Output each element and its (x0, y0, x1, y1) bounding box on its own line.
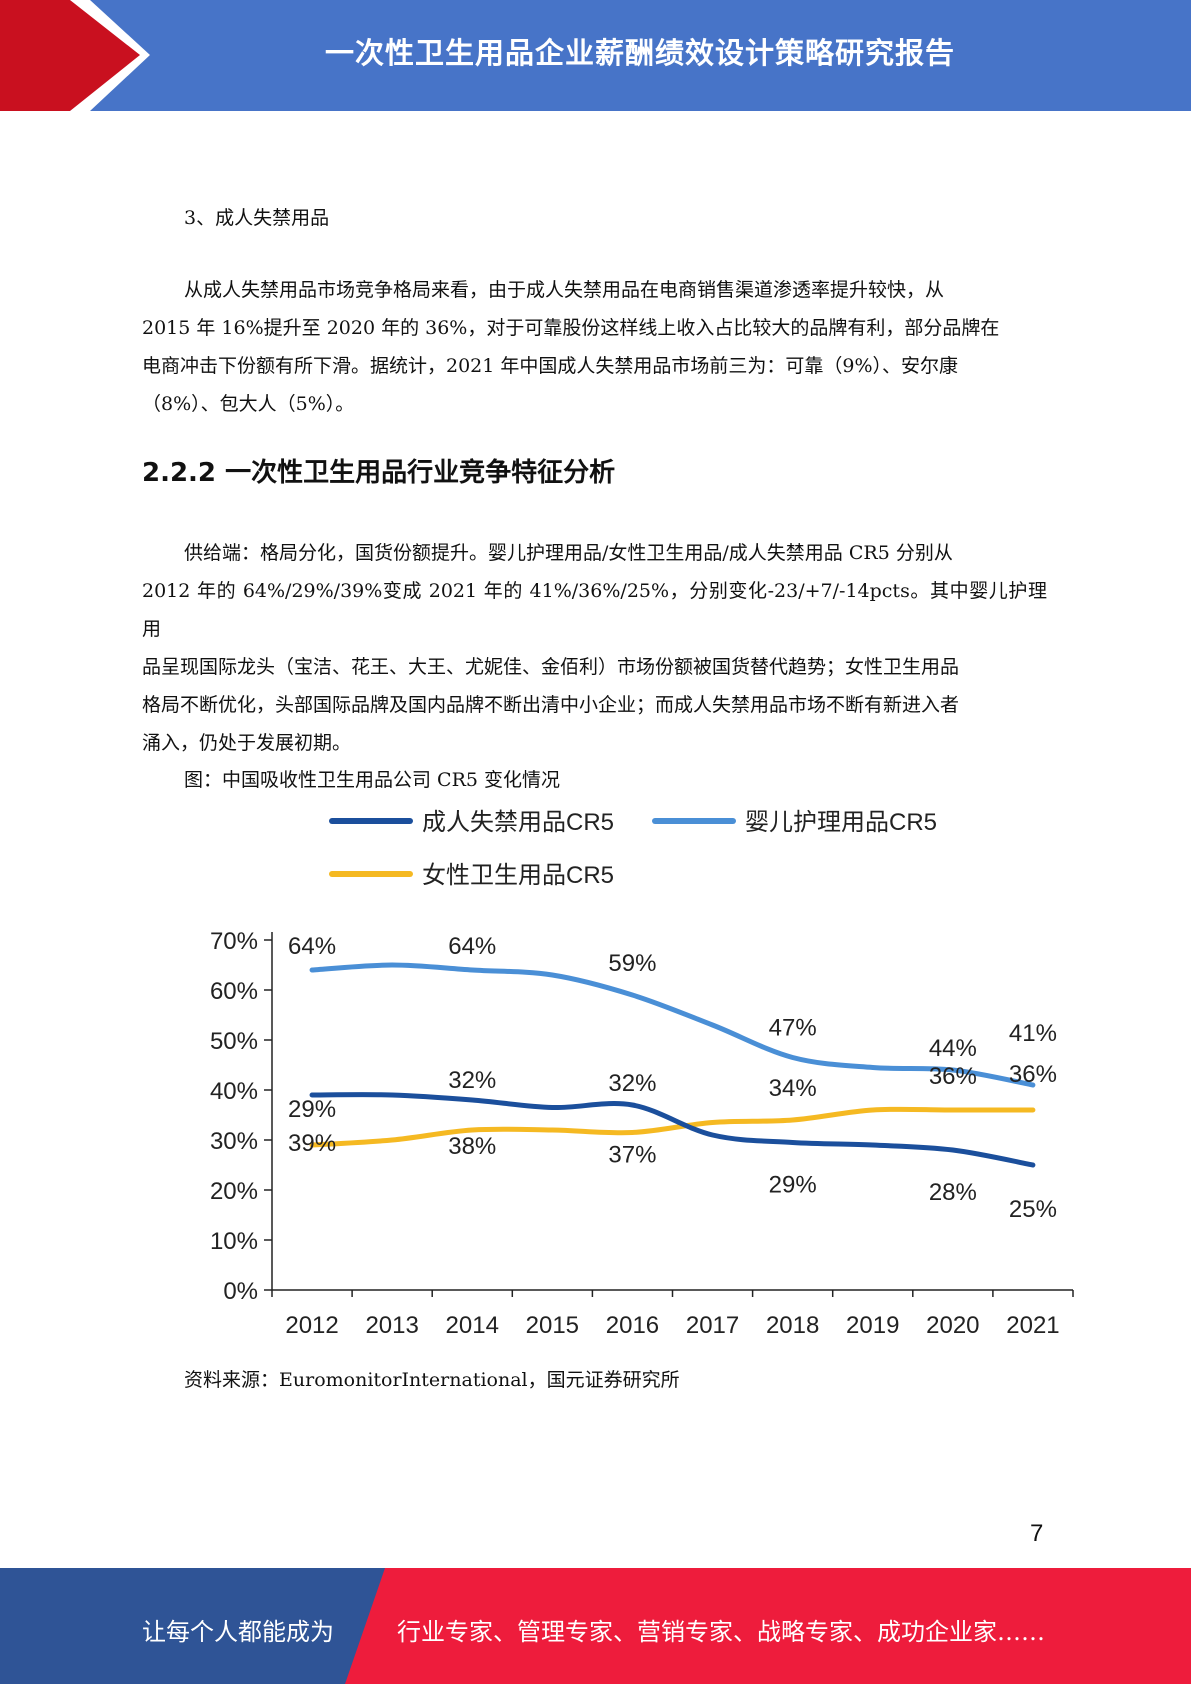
data-label: 64% (288, 933, 336, 960)
data-label: 64% (448, 933, 496, 960)
x-tick-label: 2014 (446, 1312, 499, 1339)
x-tick-label: 2019 (846, 1312, 899, 1339)
data-label: 29% (288, 1096, 336, 1123)
x-tick-label: 2018 (766, 1312, 819, 1339)
data-label: 32% (448, 1067, 496, 1094)
x-tick-label: 2012 (285, 1312, 338, 1339)
series-line (309, 962, 1036, 1088)
paragraph-1-line: 电商冲击下份额有所下滑。据统计，2021 年中国成人失禁用品市场前三为：可靠（9… (142, 355, 959, 377)
y-tick-label: 50% (210, 1028, 258, 1055)
x-tick-label: 2017 (686, 1312, 739, 1339)
figure-title: 图：中国吸收性卫生用品公司 CR5 变化情况 (184, 769, 561, 791)
header-title: 一次性卫生用品企业薪酬绩效设计策略研究报告 (324, 36, 955, 70)
paragraph-1-line: 2015 年 16%提升至 2020 年的 36%，对于可靠股份这样线上收入占比… (142, 317, 1000, 339)
data-label: 34% (769, 1075, 817, 1102)
data-label: 37% (608, 1142, 656, 1169)
paragraph-1-line: 从成人失禁用品市场竞争格局来看，由于成人失禁用品在电商销售渠道渗透率提升较快，从 (184, 279, 945, 301)
y-tick-label: 40% (210, 1078, 258, 1105)
y-tick-label: 10% (210, 1228, 258, 1255)
series-line (309, 1106, 1036, 1148)
data-label: 41% (1009, 1020, 1057, 1047)
data-label: 36% (1009, 1061, 1057, 1088)
paragraph-2-line: 供给端：格局分化，国货份额提升。婴儿护理用品/女性卫生用品/成人失禁用品 CR5… (184, 542, 953, 564)
header-arrow-shape (0, 0, 150, 111)
x-tick-label: 2013 (365, 1312, 418, 1339)
x-tick-label: 2020 (926, 1312, 979, 1339)
legend-label: 成人失禁用品CR5 (422, 809, 614, 836)
section-subheading: 3、成人失禁用品 (184, 207, 330, 229)
section-heading: 2.2.2 一次性卫生用品行业竞争特征分析 (142, 458, 616, 488)
paragraph-2: 供给端：格局分化，国货份额提升。婴儿护理用品/女性卫生用品/成人失禁用品 CR5… (142, 534, 1047, 762)
data-label: 38% (448, 1133, 496, 1160)
paragraph-2-line: 品呈现国际龙头（宝洁、花王、大王、尤妮佳、金佰利）市场份额被国货替代趋势；女性卫… (142, 656, 960, 678)
x-tick-label: 2016 (606, 1312, 659, 1339)
y-tick-label: 20% (210, 1178, 258, 1205)
legend-label: 婴儿护理用品CR5 (745, 809, 937, 836)
x-tick-label: 2015 (526, 1312, 579, 1339)
page-footer (0, 1568, 1191, 1684)
footer-slogan-left: 让每个人都能成为 (142, 1618, 334, 1646)
paragraph-1-line: （8%）、包大人（5%）。 (142, 393, 355, 415)
data-label: 36% (929, 1063, 977, 1090)
page-header: 一次性卫生用品企业薪酬绩效设计策略研究报告 (0, 0, 1191, 111)
paragraph-2-line: 格局不断优化，头部国际品牌及国内品牌不断出清中小企业；而成人失禁用品市场不断有新… (142, 694, 960, 716)
data-label: 25% (1009, 1196, 1057, 1223)
data-label: 32% (608, 1070, 656, 1097)
y-tick-label: 0% (223, 1278, 258, 1305)
y-tick-label: 70% (210, 928, 258, 955)
data-label: 29% (769, 1172, 817, 1199)
data-label: 28% (929, 1179, 977, 1206)
y-tick-label: 60% (210, 978, 258, 1005)
paragraph-1: 从成人失禁用品市场竞争格局来看，由于成人失禁用品在电商销售渠道渗透率提升较快，从… (142, 271, 1047, 423)
legend-label: 女性卫生用品CR5 (422, 862, 614, 889)
data-label: 44% (929, 1035, 977, 1062)
data-label: 39% (288, 1130, 336, 1157)
series-line (309, 1092, 1036, 1168)
x-tick-label: 2021 (1006, 1312, 1059, 1339)
cr5-line-chart: 成人失禁用品CR5 婴儿护理用品CR5 女性卫生用品CR5 0% 10% 20% 30% 40… (210, 809, 1074, 1339)
data-label: 59% (608, 950, 656, 977)
paragraph-2-line: 2012 年的 64%/29%/39%变成 2021 年的 41%/36%/25… (142, 580, 1047, 640)
y-tick-label: 30% (210, 1128, 258, 1155)
page-number: 7 (1030, 1520, 1044, 1547)
footer-slogan-right: 行业专家、管理专家、营销专家、战略专家、成功企业家…… (397, 1618, 1045, 1646)
paragraph-2-line: 涌入，仍处于发展初期。 (142, 732, 352, 754)
figure-source: 资料来源：EuromonitorInternational，国元证券研究所 (184, 1369, 680, 1391)
data-label: 47% (769, 1015, 817, 1042)
